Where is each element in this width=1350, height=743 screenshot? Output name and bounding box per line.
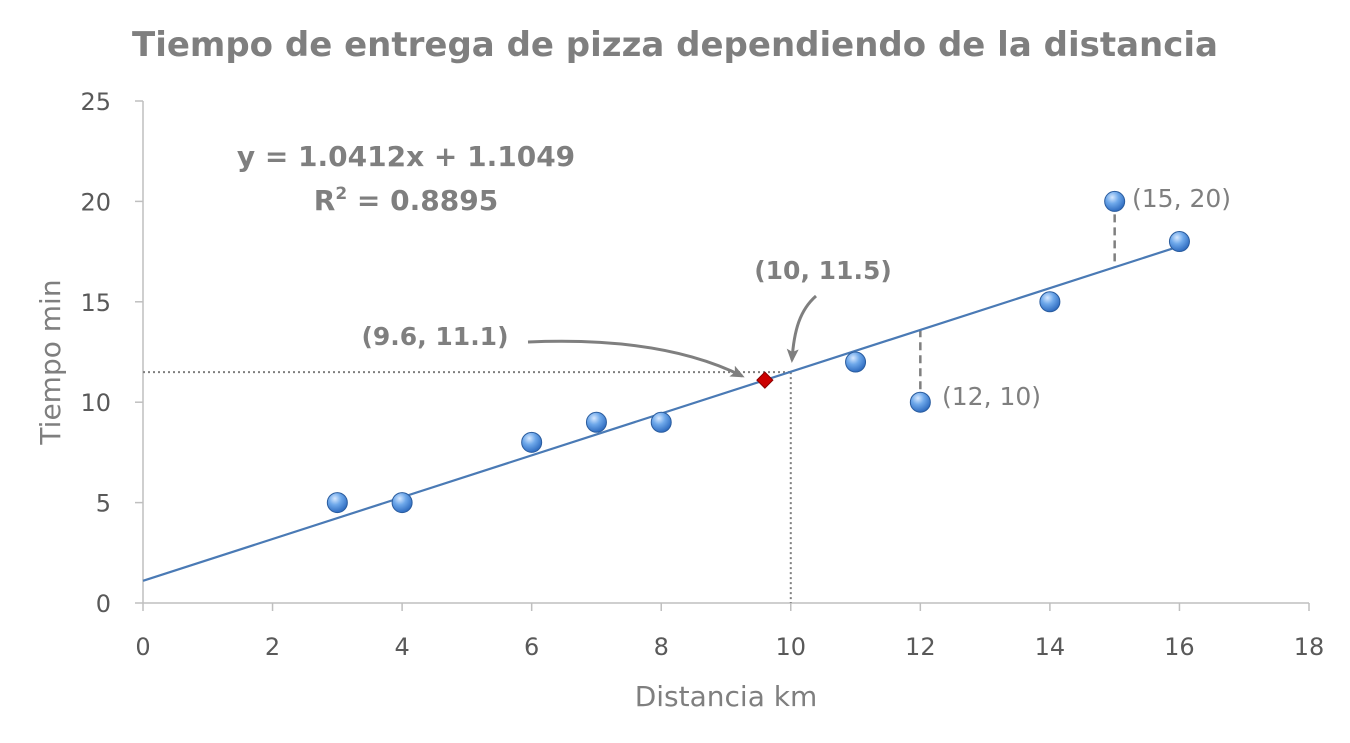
data-point — [1104, 190, 1126, 212]
point-label-15-20: (15, 20) — [1132, 184, 1231, 213]
data-point — [650, 411, 672, 433]
x-tick-label: 2 — [265, 633, 280, 661]
data-point — [845, 351, 867, 373]
chart-title: Tiempo de entrega de pizza dependiendo d… — [132, 25, 1218, 65]
x-tick-label: 8 — [654, 633, 669, 661]
residual-lines — [919, 201, 1116, 403]
data-point — [909, 391, 931, 413]
x-tick-label: 4 — [394, 633, 409, 661]
r-squared-value: = 0.8895 — [347, 184, 498, 217]
y-tick-label: 25 — [80, 88, 111, 116]
data-point — [1168, 231, 1190, 253]
y-tick-label: 10 — [80, 389, 111, 417]
y-tick-label: 15 — [80, 289, 111, 317]
point-label-12-10: (12, 10) — [942, 382, 1041, 411]
highlight-point — [756, 371, 774, 389]
highlight-point-marker — [756, 371, 774, 389]
r-squared-superscript: 2 — [335, 184, 347, 204]
axes — [135, 100, 1310, 611]
x-tick-label: 14 — [1035, 633, 1066, 661]
r-squared-label: R2 = 0.8895 — [314, 184, 498, 217]
data-points — [326, 190, 1190, 514]
x-tick-label: 6 — [524, 633, 539, 661]
data-point — [391, 492, 413, 514]
x-tick-label: 12 — [905, 633, 936, 661]
data-point — [585, 411, 607, 433]
reference-arrow — [786, 294, 818, 363]
x-tick-labels: 0 2 4 6 8 10 12 14 16 18 — [135, 633, 1324, 661]
x-axis-label: Distancia km — [635, 680, 818, 713]
trendline-equation: y = 1.0412x + 1.1049 — [237, 140, 575, 173]
reference-point-label: (10, 11.5) — [754, 256, 892, 285]
x-tick-label: 16 — [1164, 633, 1195, 661]
y-tick-labels: 0 5 10 15 20 25 — [80, 88, 111, 618]
y-axis-label: Tiempo min — [34, 279, 67, 445]
y-tick-label: 5 — [96, 490, 111, 518]
y-tick-label: 0 — [96, 590, 111, 618]
x-tick-label: 18 — [1294, 633, 1325, 661]
data-point — [1039, 291, 1061, 313]
highlight-arrow — [527, 339, 745, 378]
data-point — [326, 492, 348, 514]
highlight-point-label: (9.6, 11.1) — [361, 322, 508, 351]
reference-guides — [143, 371, 792, 603]
x-tick-label: 0 — [135, 633, 150, 661]
y-tick-label: 20 — [80, 188, 111, 216]
x-tick-label: 10 — [776, 633, 807, 661]
data-point — [521, 431, 543, 453]
